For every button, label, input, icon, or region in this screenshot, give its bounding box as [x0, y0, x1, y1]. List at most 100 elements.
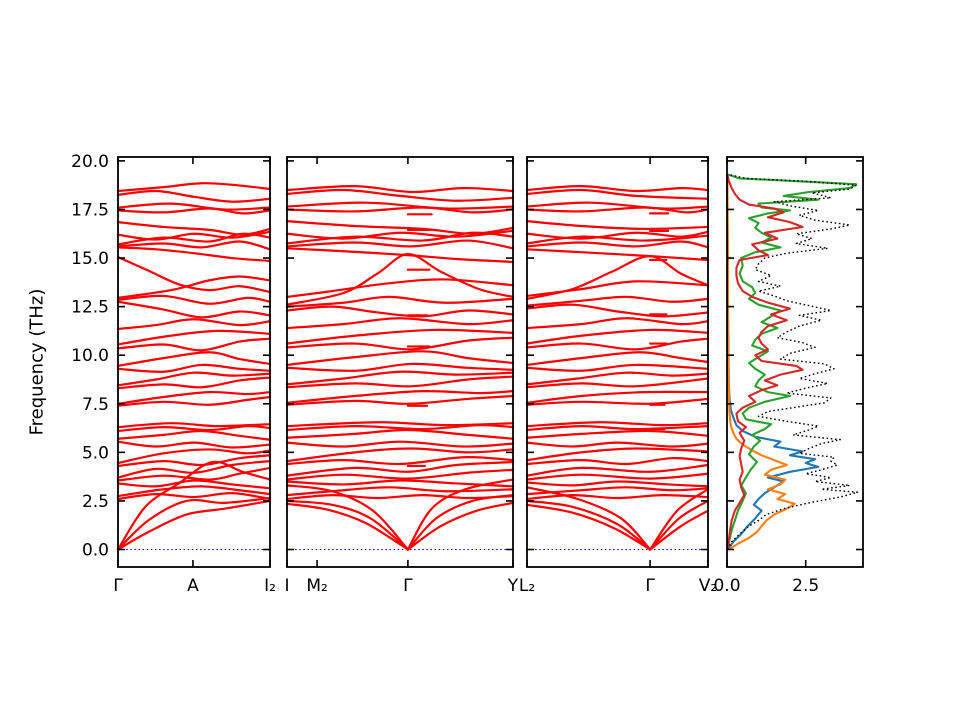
phonon-band — [116, 390, 272, 405]
x-tick-label: 2.5 — [792, 576, 819, 596]
band-panel-3: L₂ Γ V₂ — [519, 156, 717, 596]
phonon-band — [285, 229, 515, 240]
phonon-band — [116, 255, 272, 294]
phonon-band — [285, 305, 515, 318]
phonon-band — [525, 234, 710, 245]
dos-panel-frame — [726, 156, 864, 568]
phonon-band — [116, 492, 272, 501]
phonon-band — [116, 429, 272, 441]
phonon-band — [116, 485, 272, 498]
phonon-band — [285, 239, 515, 250]
y-tick-label: 20.0 — [71, 152, 109, 172]
phonon-band — [285, 317, 515, 330]
phonon-band — [116, 466, 272, 482]
phonon-band — [285, 278, 515, 299]
phonon-band — [648, 488, 710, 551]
phonon-band — [525, 280, 710, 298]
phonon-band — [116, 351, 272, 367]
phonon-band — [116, 371, 272, 387]
phonon-band — [116, 275, 272, 299]
phonon-band — [525, 486, 710, 496]
dos-curve-red — [726, 174, 804, 550]
phonon-band — [285, 484, 410, 551]
y-tick-label: 10.0 — [71, 346, 109, 366]
phonon-band — [285, 440, 515, 448]
phonon-band — [285, 479, 515, 488]
band-panel-2: I M₂ Γ Y — [284, 156, 519, 596]
phonon-band — [525, 371, 710, 386]
phonon-band — [525, 425, 710, 432]
phonon-band — [285, 362, 515, 372]
dos-curve-green — [726, 173, 858, 550]
phonon-band — [285, 424, 515, 432]
phonon-band — [525, 472, 710, 481]
x-tick-label: 0.0 — [713, 576, 740, 596]
y-tick-label: 5.0 — [82, 443, 109, 463]
dos-panel: 0.0 2.5 — [713, 156, 864, 596]
phonon-band — [285, 375, 515, 389]
phonon-band — [285, 201, 515, 210]
phonon-band — [116, 376, 272, 390]
x-tick-label: Y — [507, 576, 519, 596]
phonon-band — [116, 240, 272, 251]
phonon-band — [525, 201, 710, 210]
phonon-band — [285, 394, 515, 406]
phonon-band — [648, 499, 710, 551]
x-tick-label: V₂ — [699, 576, 717, 596]
phonon-band — [525, 421, 710, 428]
x-tick-label: A — [187, 576, 199, 596]
y-tick-label: 15.0 — [71, 249, 109, 269]
phonon-band — [525, 240, 710, 249]
dos-curve-total — [726, 173, 859, 550]
band-panel-1-frame — [117, 156, 271, 568]
phonon-band — [285, 247, 515, 264]
phonon-band — [116, 182, 272, 193]
phonon-band — [285, 336, 515, 351]
y-tick-label: 17.5 — [71, 200, 109, 220]
phonon-band — [116, 440, 272, 449]
phonon-band — [525, 248, 710, 262]
phonon-band — [525, 457, 710, 466]
phonon-band — [116, 479, 272, 490]
phonon-band — [116, 395, 272, 407]
phonon-band — [525, 337, 710, 351]
phonon-band — [285, 456, 515, 466]
phonon-band — [285, 494, 515, 501]
phonon-band — [525, 390, 710, 404]
phonon-band — [116, 202, 272, 211]
phonon-band — [116, 454, 272, 468]
phonon-band — [525, 295, 710, 307]
phonon-band — [525, 447, 710, 462]
phonon-band — [525, 503, 652, 551]
phonon-band — [525, 377, 710, 389]
phonon-band — [406, 501, 515, 551]
phonon-band — [525, 230, 710, 240]
phonon-band — [525, 220, 710, 230]
x-tick-label: Γ — [113, 576, 123, 596]
phonon-band — [525, 351, 710, 367]
phonon-band — [525, 188, 710, 200]
phonon-band — [285, 447, 515, 463]
x-tick-label: I — [284, 576, 289, 596]
phonon-band — [285, 428, 515, 440]
phonon-band — [525, 494, 710, 501]
y-tick-label: 7.5 — [82, 395, 109, 415]
phonon-band — [116, 363, 272, 373]
x-tick-label: M₂ — [306, 576, 327, 596]
x-tick-label: Γ — [403, 576, 413, 596]
phonon-band — [525, 328, 710, 345]
phonon-band — [116, 448, 272, 465]
phonon-band — [116, 246, 272, 263]
phonon-band — [285, 421, 515, 428]
y-tick-label: 12.5 — [71, 298, 109, 318]
phonon-band — [285, 185, 515, 194]
x-tick-label: I₂ — [264, 576, 276, 596]
phonon-band — [116, 337, 272, 352]
phonon-band — [285, 502, 410, 551]
phonon-band — [525, 499, 652, 551]
phonon-band — [525, 480, 710, 488]
phonon-band — [116, 425, 272, 433]
dos-curve-orange — [726, 174, 796, 551]
phonon-band — [525, 441, 710, 448]
